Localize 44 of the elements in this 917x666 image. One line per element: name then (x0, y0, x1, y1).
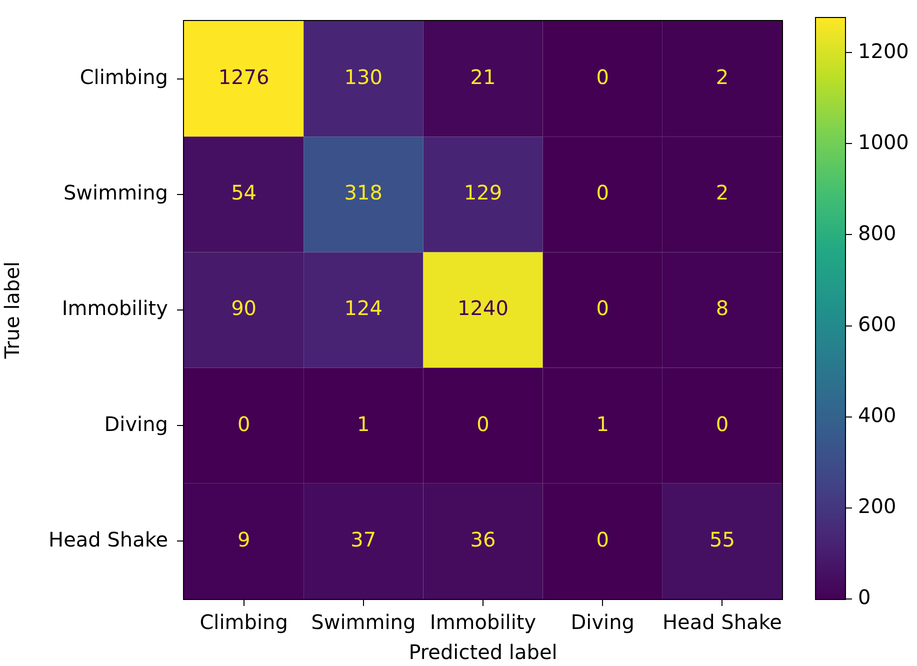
data-label: 55 (709, 527, 735, 552)
data-label: 0 (476, 412, 490, 436)
data-label: 129 (464, 180, 502, 205)
x-tick-label: Swimming (311, 610, 416, 634)
y-tick-label: Diving (104, 412, 168, 436)
data-label: 0 (596, 527, 609, 552)
color-bar-label: 200 (858, 494, 896, 518)
data-label: 1 (596, 412, 609, 436)
x-tick-label: Head Shake (662, 610, 782, 634)
color-bar-label: 1000 (858, 130, 909, 154)
data-label: 318 (344, 180, 382, 205)
y-tick-label: Immobility (62, 296, 168, 320)
data-label: 1276 (218, 65, 270, 90)
x-tick-label: Climbing (200, 610, 288, 634)
y-tick-label: Head Shake (48, 527, 168, 552)
color-bar-label: 1200 (858, 38, 909, 63)
data-label: 0 (596, 65, 609, 90)
data-label: 0 (237, 412, 250, 436)
x-tick-label: Diving (570, 610, 634, 634)
data-label: 36 (470, 527, 496, 552)
data-label: 1 (357, 412, 370, 436)
x-axis-title: Predicted label (408, 640, 558, 664)
data-label: 9 (237, 527, 250, 552)
data-label: 37 (350, 527, 376, 552)
data-label: 0 (716, 412, 729, 436)
data-label: 0 (596, 296, 609, 320)
y-tick-label: Climbing (80, 65, 168, 90)
y-tick-label: Swimming (63, 180, 168, 205)
x-tick-label: Immobility (430, 610, 536, 634)
data-label: 2 (716, 180, 729, 205)
color-bar-label: 800 (858, 220, 896, 245)
data-label: 90 (231, 296, 257, 320)
data-label: 8 (716, 296, 729, 320)
data-label: 21 (470, 65, 496, 90)
color-bar-label: 0 (858, 585, 871, 610)
data-label: 124 (344, 296, 382, 320)
color-bar-label: 400 (858, 403, 896, 428)
data-label: 0 (596, 180, 609, 205)
data-label: 2 (716, 65, 729, 90)
y-axis-title: True label (0, 261, 24, 360)
data-label: 54 (231, 180, 257, 205)
color-bar-label: 600 (858, 312, 896, 336)
data-label: 1240 (458, 296, 508, 320)
data-label: 130 (344, 65, 382, 90)
